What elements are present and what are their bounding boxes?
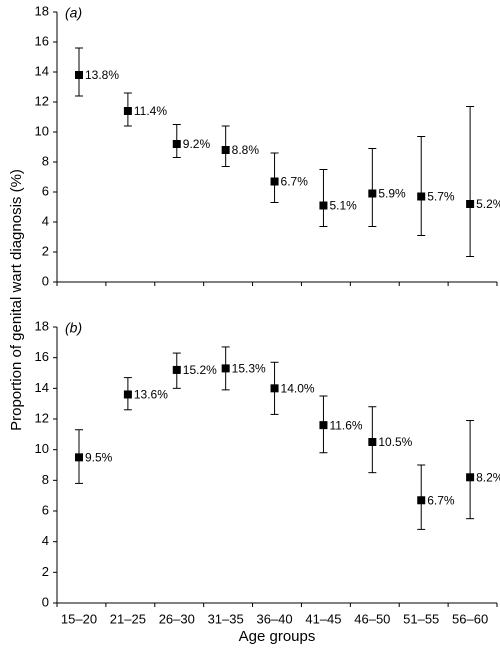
x-tick-label: 26–30 <box>159 611 195 626</box>
y-tick-label: 14 <box>35 380 49 395</box>
x-tick-label: 56–60 <box>452 611 488 626</box>
y-tick-label: 18 <box>35 3 49 18</box>
x-tick-label: 41–45 <box>305 611 341 626</box>
point <box>75 71 83 79</box>
x-tick-label: 15–20 <box>61 611 97 626</box>
value-label: 5.2% <box>476 197 500 211</box>
x-tick-label: 21–25 <box>110 611 146 626</box>
y-tick-label: 4 <box>42 213 49 228</box>
value-label: 15.3% <box>232 362 266 376</box>
point <box>466 473 475 482</box>
y-tick-label: 10 <box>35 441 49 456</box>
y-tick-label: 2 <box>42 243 49 258</box>
y-tick-label: 6 <box>42 502 49 517</box>
point <box>417 192 426 201</box>
y-tick-label: 0 <box>42 273 49 288</box>
y-tick-label: 4 <box>42 533 49 548</box>
x-axis-label: Age groups <box>239 628 316 645</box>
point <box>172 140 181 148</box>
value-label: 5.9% <box>378 187 406 201</box>
value-label: 14.0% <box>281 382 315 396</box>
point <box>466 200 475 208</box>
value-label: 11.6% <box>329 418 362 432</box>
value-label: 9.5% <box>85 451 113 465</box>
point <box>172 365 181 374</box>
y-tick-label: 6 <box>42 183 49 198</box>
y-tick-label: 18 <box>35 318 49 333</box>
y-tick-label: 16 <box>35 33 49 48</box>
value-label: 6.7% <box>281 175 309 189</box>
value-label: 6.7% <box>427 493 455 507</box>
y-tick-label: 8 <box>42 472 49 487</box>
point <box>221 146 230 154</box>
point <box>368 438 377 446</box>
value-label: 13.6% <box>134 388 168 402</box>
y-axis-label: Proportion of genital wart diagnosis (%) <box>8 169 25 431</box>
y-tick-label: 12 <box>35 93 49 108</box>
value-label: 9.2% <box>183 137 211 151</box>
x-tick-label: 51–55 <box>403 611 439 626</box>
y-tick-label: 0 <box>42 594 49 609</box>
point <box>75 453 83 462</box>
value-label: 5.7% <box>427 190 455 204</box>
x-tick-label: 46–50 <box>354 611 390 626</box>
y-tick-label: 8 <box>42 153 49 168</box>
y-tick-label: 12 <box>35 410 49 425</box>
point <box>368 189 377 198</box>
panel-label: (b) <box>65 320 82 336</box>
value-label: 5.1% <box>329 199 357 213</box>
y-tick-label: 14 <box>35 63 49 78</box>
value-label: 8.8% <box>232 143 260 157</box>
value-label: 11.4% <box>134 104 167 118</box>
point <box>123 107 132 115</box>
panel-label: (a) <box>65 5 82 21</box>
point <box>319 201 328 210</box>
point <box>123 390 132 399</box>
point <box>221 364 230 373</box>
value-label: 10.5% <box>378 435 412 449</box>
value-label: 15.2% <box>183 363 217 377</box>
point <box>270 384 279 393</box>
y-tick-label: 2 <box>42 564 49 579</box>
x-tick-label: 36–40 <box>256 611 292 626</box>
point <box>319 421 328 430</box>
point <box>417 496 426 505</box>
x-tick-label: 31–35 <box>208 611 244 626</box>
value-label: 8.2% <box>476 470 500 484</box>
y-tick-label: 10 <box>35 123 49 138</box>
y-tick-label: 16 <box>35 349 49 364</box>
point <box>270 177 279 186</box>
value-label: 13.8% <box>85 68 119 82</box>
